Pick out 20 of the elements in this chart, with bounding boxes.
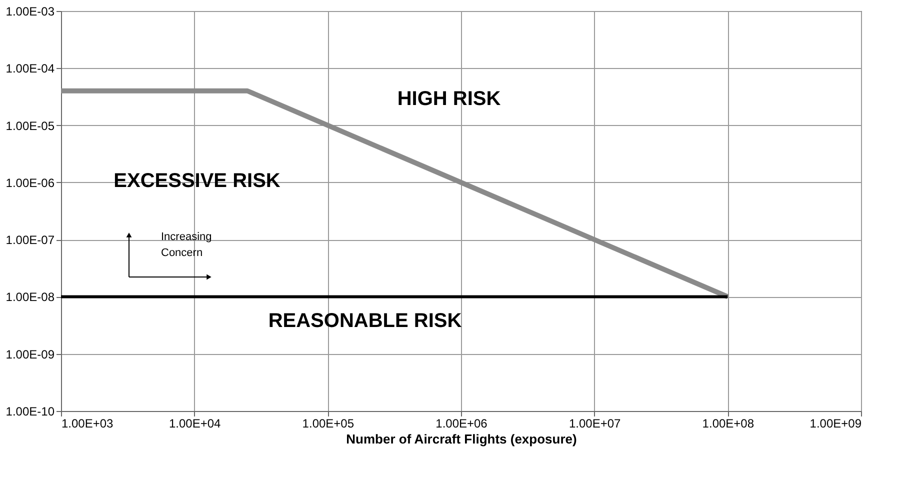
annotation: EXCESSIVE RISK bbox=[114, 170, 281, 192]
y-tick-label: 1.00E-10 bbox=[6, 404, 55, 418]
x-tick-label: 1.00E+09 bbox=[810, 416, 862, 430]
y-tick-label: 1.00E-08 bbox=[6, 290, 55, 304]
x-tick-label: 1.00E+07 bbox=[568, 416, 622, 430]
y-tick-label: 1.00E-03 bbox=[6, 4, 55, 18]
x-axis-title: Number of Aircraft Flights (exposure) bbox=[346, 432, 577, 446]
y-tick-label: 1.00E-07 bbox=[6, 233, 55, 248]
x-tick-label: 1.00E+06 bbox=[436, 416, 488, 430]
y-tick-label: 1.00E-06 bbox=[6, 176, 55, 190]
x-tick-label: 1.00E+08 bbox=[702, 416, 754, 430]
annotation: Increasing Concern bbox=[161, 231, 212, 259]
y-tick-label: 1.00E-04 bbox=[6, 62, 55, 76]
y-tick-label: 1.00E-09 bbox=[6, 347, 55, 362]
annotation: HIGH RISK bbox=[397, 88, 502, 110]
x-tick-label: 1.00E+04 bbox=[168, 416, 222, 430]
x-tick-label: 1.00E+03 bbox=[62, 416, 114, 430]
annotation: REASONABLE RISK bbox=[268, 310, 462, 332]
y-tick-label: 1.00E-05 bbox=[6, 118, 55, 133]
x-tick-label: 1.00E+05 bbox=[302, 416, 354, 430]
